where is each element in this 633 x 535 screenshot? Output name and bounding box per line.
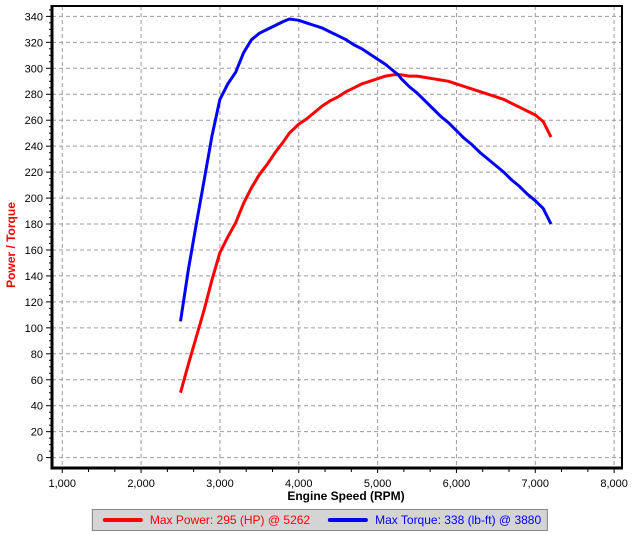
y-tick-label: 40 (31, 401, 43, 413)
x-tick-label: 3,000 (206, 478, 234, 490)
y-tick-label: 100 (25, 323, 43, 335)
y-tick-label: 60 (31, 375, 43, 387)
y-tick-label: 320 (25, 37, 43, 49)
y-tick-label: 200 (25, 193, 43, 205)
x-tick-label: 1,000 (48, 478, 76, 490)
plot-frame (51, 5, 623, 469)
y-tick-label: 260 (25, 115, 43, 127)
x-tick-label: 4,000 (285, 478, 313, 490)
y-tick-label: 280 (25, 89, 43, 101)
y-tick-label: 20 (31, 427, 43, 439)
y-tick-label: 140 (25, 271, 43, 283)
legend: Max Power: 295 (HP) @ 5262 Max Torque: 3… (91, 509, 549, 531)
torque-legend-label: Max Torque: 338 (lb-ft) @ 3880 (375, 513, 542, 527)
y-tick-label: 300 (25, 63, 43, 75)
y-tick-label: 240 (25, 141, 43, 153)
power-legend-label: Max Power: 295 (HP) @ 5262 (149, 513, 311, 527)
y-axis-title: Power / Torque (4, 202, 18, 288)
x-tick-label: 2,000 (127, 478, 155, 490)
x-tick-label: 5,000 (364, 478, 392, 490)
y-tick-label: 180 (25, 219, 43, 231)
x-tick-label: 8,000 (600, 478, 628, 490)
power-legend-line-icon (102, 518, 143, 522)
y-tick-label: 120 (25, 297, 43, 309)
y-tick-label: 220 (25, 167, 43, 179)
x-tick-label: 6,000 (443, 478, 471, 490)
y-tick-label: 0 (37, 453, 43, 465)
y-tick-label: 160 (25, 245, 43, 257)
power-curve (179, 73, 553, 394)
y-tick-label: 80 (31, 349, 43, 361)
y-tick-label: 340 (25, 11, 43, 23)
torque-legend-line-icon (328, 518, 369, 522)
x-axis-title: Engine Speed (RPM) (287, 489, 405, 503)
x-tick-label: 7,000 (522, 478, 550, 490)
torque-curve (179, 17, 553, 322)
